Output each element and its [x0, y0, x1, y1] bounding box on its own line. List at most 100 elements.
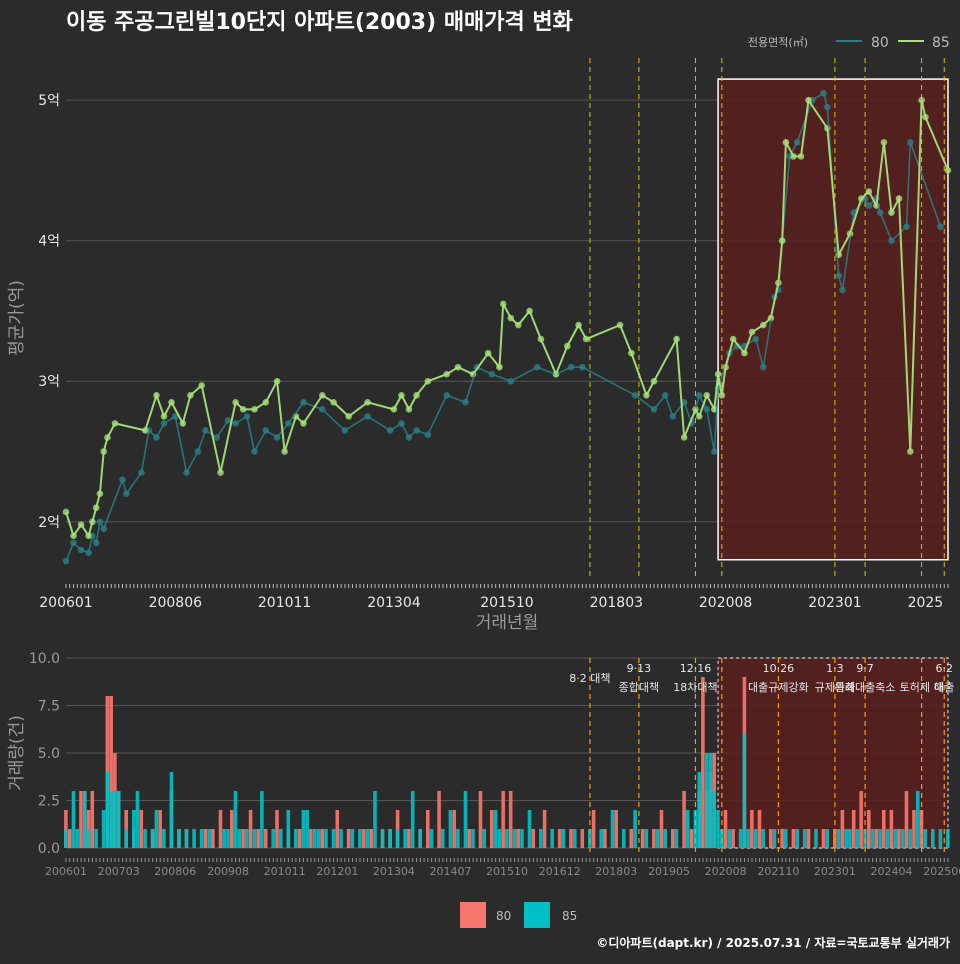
volume-bar-85 [271, 829, 275, 848]
volume-bar-80 [218, 810, 223, 848]
volume-bar-80 [629, 829, 634, 848]
volume-bar-80 [659, 810, 664, 848]
volume-bar-80 [335, 810, 340, 848]
volume-bar-85 [674, 829, 679, 848]
volume-bar-85 [561, 829, 566, 848]
volume-bar-80 [731, 829, 735, 848]
policy-label: 종합대책 [619, 681, 659, 694]
volume-bar-85 [403, 829, 407, 848]
price-point-80 [937, 223, 944, 230]
volume-bar-80 [531, 829, 536, 848]
volume-bar-80 [780, 829, 784, 848]
volume-bar-80 [689, 829, 694, 848]
volume-bar-85 [814, 829, 818, 848]
volume-bar-85 [855, 829, 860, 848]
volume-bar-80 [467, 829, 471, 848]
volume-bar-85 [233, 791, 238, 848]
volume-bar-85 [192, 829, 196, 848]
volume-bar-85 [418, 829, 422, 848]
volume-bar-80 [297, 829, 302, 848]
volume-bar-80 [806, 829, 811, 848]
volume-bar-80 [652, 829, 656, 848]
volume-bar-85 [844, 829, 848, 848]
volume-x-tick-label: 200908 [207, 865, 249, 878]
price-y-tick-label: 5억 [38, 93, 60, 109]
volume-bar-85 [716, 810, 720, 848]
volume-bar-85 [893, 829, 897, 848]
volume-bar-85 [169, 772, 174, 848]
volume-x-tick-label: 201201 [316, 865, 358, 878]
price-panel: 2억 3억 4억 5억 200601 200806 201011 201304 201510 20… [7, 35, 952, 633]
source-caption: ©디아파트(dapt.kr) / 2025.07.31 / 자료=국토교통부 실… [596, 936, 950, 950]
price-y-axis-title: 평균가(억) [7, 280, 27, 356]
policy-label: 9·13 [627, 662, 652, 675]
volume-bar-85 [109, 791, 113, 848]
volume-bar-80 [139, 810, 144, 848]
volume-bar-85 [727, 829, 732, 848]
volume-bar-80 [501, 791, 505, 848]
legend-label-bar-85: 85 [562, 909, 577, 923]
volume-x-tick-label: 202404 [870, 865, 912, 878]
volume-bar-85 [305, 810, 309, 848]
policy-label: 10·26 [763, 662, 795, 675]
volume-highlight-box [717, 657, 949, 849]
volume-bar-80 [407, 829, 411, 848]
volume-bar-85 [143, 829, 147, 848]
volume-bar-80 [867, 810, 871, 848]
volume-bar-85 [286, 810, 291, 848]
price-x-tick-label: 202301 [808, 595, 861, 611]
volume-bar-85 [746, 829, 750, 848]
volume-bar-85 [150, 829, 155, 848]
volume-bar-85 [301, 810, 306, 848]
policy-label: 1·3 [826, 662, 844, 675]
policy-label: 대출 [934, 681, 954, 694]
volume-bar-85 [870, 829, 875, 848]
volume-bar-85 [279, 829, 283, 848]
price-x-tick-label: 201304 [367, 595, 421, 611]
volume-bar-80 [452, 810, 456, 848]
volume-y-tick-label: 7.5 [38, 699, 60, 715]
volume-bar-85 [795, 829, 799, 848]
volume-bar-85 [71, 791, 76, 848]
volume-bar-85 [712, 791, 716, 848]
volume-y-tick-label: 10.0 [29, 651, 60, 667]
volume-bar-80 [603, 829, 607, 848]
volume-x-tick-label: 201304 [373, 865, 415, 878]
volume-y-axis-title: 거래량(건) [7, 715, 27, 791]
volume-bar-80 [557, 829, 562, 848]
volume-bar-80 [723, 810, 728, 848]
policy-label: 9·7 [856, 662, 874, 675]
volume-bar-80 [437, 791, 441, 848]
price-x-tick-label: 202008 [699, 595, 752, 611]
volume-bar-80 [109, 696, 113, 848]
volume-bar-85 [520, 829, 524, 848]
volume-bar-80 [682, 791, 686, 848]
volume-bar-80 [230, 810, 234, 848]
volume-bar-85 [825, 829, 830, 848]
volume-bar-85 [86, 829, 91, 848]
legend-label-bar-80: 80 [496, 909, 511, 923]
policy-label: 6·2 [935, 662, 953, 675]
volume-bar-85 [742, 734, 747, 848]
volume-bar-85 [154, 810, 159, 848]
volume-panel: 0.0 2.5 5.0 7.5 10.0 8·2 대책 9·13 종합대책 12·16 18차대책… [7, 651, 960, 928]
volume-bar-85 [184, 829, 189, 848]
volume-bar-85 [429, 829, 434, 848]
legend-title: 전용면적(㎡) [748, 36, 808, 49]
legend-label-80: 80 [871, 35, 889, 51]
volume-bar-85 [931, 829, 935, 848]
price-x-tick-label: 201011 [258, 595, 311, 611]
volume-bar-85 [260, 791, 264, 848]
volume-bar-85 [550, 829, 554, 848]
volume-bar-85 [132, 810, 136, 848]
volume-bar-80 [882, 810, 886, 848]
volume-bar-80 [750, 810, 754, 848]
volume-x-tick-label: 200806 [154, 865, 196, 878]
price-x-tick-label: 2025 [908, 595, 944, 611]
legend-swatch-bar-85 [524, 902, 550, 928]
volume-bar-85 [610, 810, 615, 848]
volume-bar-80 [275, 810, 279, 848]
volume-bar-85 [380, 829, 385, 848]
volume-bar-80 [309, 829, 313, 848]
volume-x-tick-label: 201510 [486, 865, 528, 878]
